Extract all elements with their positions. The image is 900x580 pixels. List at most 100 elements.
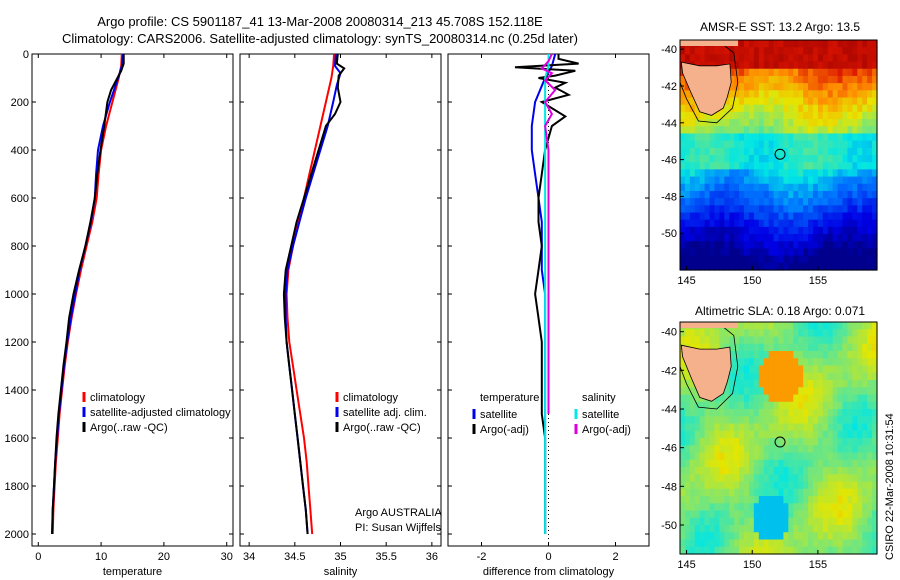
sst-cell — [847, 248, 853, 257]
sla-cell — [763, 510, 770, 519]
sla-cell — [689, 409, 696, 417]
sla-cell — [827, 372, 834, 381]
difference-legend-entry: Argo(-adj) — [480, 424, 529, 436]
sla-cell — [758, 387, 765, 396]
sst-cell — [837, 83, 844, 91]
sst-cell — [684, 133, 691, 142]
sst-cell — [724, 226, 730, 235]
sla-cell — [729, 372, 735, 381]
sla-cell — [680, 474, 686, 483]
sst-cell — [709, 126, 716, 135]
sla-cell — [862, 481, 868, 490]
sst-cell — [822, 205, 829, 214]
sla-cell — [773, 343, 780, 352]
sla-cell — [739, 358, 745, 367]
sst-cell — [684, 219, 691, 228]
sla-cell — [724, 459, 730, 468]
sst-cell — [808, 140, 814, 149]
sla-cell — [704, 336, 711, 345]
sla-cell — [867, 409, 873, 417]
sst-cell — [724, 162, 730, 170]
sla-cell — [852, 401, 858, 410]
sla-cell — [694, 329, 701, 338]
sla-cell — [803, 503, 809, 512]
sla-cell — [832, 445, 839, 454]
sla-cell — [699, 416, 706, 425]
sst-cell — [694, 183, 701, 192]
sla-cell — [832, 416, 839, 425]
sla-cell — [699, 343, 706, 352]
sla-cell — [773, 401, 780, 410]
sst-cell — [817, 205, 824, 214]
sst-cell — [803, 61, 809, 70]
sst-cell — [729, 126, 735, 135]
sst-cell — [699, 119, 706, 127]
sst-cell — [783, 68, 789, 77]
sla-cell — [719, 416, 725, 425]
temperature-legend-entry: climatology — [90, 392, 146, 404]
sla-cell — [773, 416, 780, 425]
sst-cell — [837, 90, 844, 99]
sst-cell — [798, 68, 804, 77]
sst-cell — [852, 54, 858, 63]
sst-cell — [763, 169, 770, 178]
sst-cell — [680, 97, 686, 106]
sla-cell — [827, 532, 834, 541]
sst-cell — [788, 234, 794, 242]
sst-cell — [857, 111, 863, 120]
sla-cell — [744, 503, 750, 512]
sst-cell — [783, 262, 789, 271]
salinity-xtick-label: 34.5 — [284, 551, 305, 563]
sla-cell — [758, 438, 765, 446]
sla-cell — [719, 430, 725, 439]
sla-cell — [729, 496, 735, 504]
sla-cell — [739, 459, 745, 468]
sst-cell — [827, 140, 834, 149]
sla-cell — [680, 380, 686, 388]
sst-cell — [783, 183, 789, 192]
sst-cell — [694, 119, 701, 127]
sst-cell — [827, 205, 834, 214]
sst-cell — [719, 169, 725, 178]
sla-cell — [748, 445, 755, 454]
sla-cell — [763, 358, 770, 367]
sla-cell — [788, 467, 794, 475]
sla-cell — [763, 496, 770, 504]
sst-cell — [714, 198, 720, 206]
sla-cell — [822, 452, 829, 461]
sla-cell — [808, 430, 814, 439]
sla-cell — [773, 452, 780, 461]
sla-cell — [822, 517, 829, 526]
sla-cell — [842, 496, 849, 504]
sst-cell — [852, 83, 858, 91]
sst-cell — [714, 248, 720, 257]
sst-cell — [808, 183, 814, 192]
sla-cell — [812, 496, 819, 504]
sst-cell — [822, 198, 829, 206]
sla-cell — [768, 474, 775, 483]
sst-cell — [768, 262, 775, 271]
sla-cell — [798, 503, 804, 512]
sst-cell — [793, 40, 799, 48]
sst-cell — [862, 75, 868, 84]
sst-cell — [739, 255, 745, 264]
sst-cell — [852, 248, 858, 257]
sla-cell — [837, 329, 844, 338]
sla-cell — [822, 372, 829, 381]
sla-cell — [798, 430, 804, 439]
sla-cell — [872, 358, 878, 367]
sst-cell — [803, 47, 809, 55]
sla-cell — [808, 517, 814, 526]
sst-cell — [753, 126, 760, 135]
sst-cell — [689, 133, 696, 142]
sla-cell — [783, 481, 789, 490]
sst-cell — [862, 126, 868, 135]
sla-cell — [709, 467, 716, 475]
sst-cell — [704, 219, 711, 228]
sla-cell — [812, 401, 819, 410]
sst-cell — [704, 198, 711, 206]
sst-cell — [803, 234, 809, 242]
sla-cell — [822, 488, 829, 497]
sst-cell — [724, 169, 730, 178]
sst-cell — [862, 54, 868, 63]
